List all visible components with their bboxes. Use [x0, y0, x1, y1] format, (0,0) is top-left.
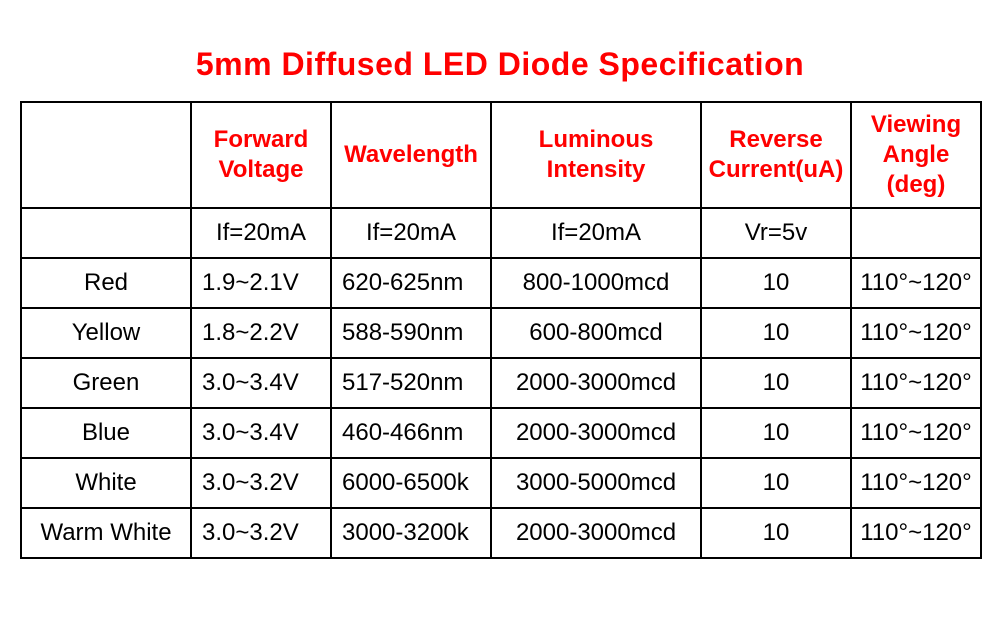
cell-fv: 1.9~2.1V [191, 258, 331, 308]
cell-va: 110°~120° [851, 508, 981, 558]
spec-table-body: If=20mA If=20mA If=20mA Vr=5v Red 1.9~2.… [21, 208, 981, 558]
cell-wl: 588-590nm [331, 308, 491, 358]
table-row: Warm White 3.0~3.2V 3000-3200k 2000-3000… [21, 508, 981, 558]
cell-va: 110°~120° [851, 458, 981, 508]
conditions-wl: If=20mA [331, 208, 491, 258]
cell-va: 110°~120° [851, 258, 981, 308]
cell-rc: 10 [701, 408, 851, 458]
table-row: Blue 3.0~3.4V 460-466nm 2000-3000mcd 10 … [21, 408, 981, 458]
conditions-fv: If=20mA [191, 208, 331, 258]
cell-wl: 620-625nm [331, 258, 491, 308]
col-header-luminous-intensity-label: Luminous Intensity [539, 126, 654, 183]
cell-color: Red [21, 258, 191, 308]
table-header-row: Forward Voltage Wavelength Luminous Inte… [21, 102, 981, 208]
cell-wl: 517-520nm [331, 358, 491, 408]
cell-color: Blue [21, 408, 191, 458]
cell-color: Yellow [21, 308, 191, 358]
cell-li: 3000-5000mcd [491, 458, 701, 508]
conditions-rc: Vr=5v [701, 208, 851, 258]
cell-fv: 3.0~3.4V [191, 358, 331, 408]
cell-fv: 3.0~3.4V [191, 408, 331, 458]
col-header-viewing-angle-label: Viewing Angle (deg) [871, 111, 961, 198]
cell-color: Warm White [21, 508, 191, 558]
cell-fv: 3.0~3.2V [191, 458, 331, 508]
cell-rc: 10 [701, 458, 851, 508]
col-header-viewing-angle: Viewing Angle (deg) [851, 102, 981, 208]
table-row: Green 3.0~3.4V 517-520nm 2000-3000mcd 10… [21, 358, 981, 408]
conditions-row: If=20mA If=20mA If=20mA Vr=5v [21, 208, 981, 258]
page-title: 5mm Diffused LED Diode Specification [0, 46, 1000, 83]
cell-li: 2000-3000mcd [491, 508, 701, 558]
cell-color: White [21, 458, 191, 508]
col-header-luminous-intensity: Luminous Intensity [491, 102, 701, 208]
col-header-forward-voltage: Forward Voltage [191, 102, 331, 208]
cell-color: Green [21, 358, 191, 408]
cell-va: 110°~120° [851, 308, 981, 358]
table-row: Red 1.9~2.1V 620-625nm 800-1000mcd 10 11… [21, 258, 981, 308]
cell-rc: 10 [701, 308, 851, 358]
cell-li: 2000-3000mcd [491, 358, 701, 408]
table-row: Yellow 1.8~2.2V 588-590nm 600-800mcd 10 … [21, 308, 981, 358]
cell-li: 2000-3000mcd [491, 408, 701, 458]
cell-wl: 460-466nm [331, 408, 491, 458]
cell-fv: 3.0~3.2V [191, 508, 331, 558]
cell-va: 110°~120° [851, 358, 981, 408]
cell-rc: 10 [701, 508, 851, 558]
cell-wl: 6000-6500k [331, 458, 491, 508]
cell-rc: 10 [701, 358, 851, 408]
col-header-reverse-current: Reverse Current(uA) [701, 102, 851, 208]
spec-table: Forward Voltage Wavelength Luminous Inte… [20, 101, 982, 559]
cell-fv: 1.8~2.2V [191, 308, 331, 358]
col-header-color [21, 102, 191, 208]
cell-va: 110°~120° [851, 408, 981, 458]
col-header-wavelength: Wavelength [331, 102, 491, 208]
cell-rc: 10 [701, 258, 851, 308]
table-row: White 3.0~3.2V 6000-6500k 3000-5000mcd 1… [21, 458, 981, 508]
cell-li: 800-1000mcd [491, 258, 701, 308]
col-header-forward-voltage-label: Forward Voltage [214, 126, 309, 183]
conditions-color [21, 208, 191, 258]
col-header-reverse-current-label: Reverse Current(uA) [709, 126, 844, 183]
cell-wl: 3000-3200k [331, 508, 491, 558]
conditions-li: If=20mA [491, 208, 701, 258]
conditions-va [851, 208, 981, 258]
spec-table-container: Forward Voltage Wavelength Luminous Inte… [20, 101, 980, 559]
cell-li: 600-800mcd [491, 308, 701, 358]
